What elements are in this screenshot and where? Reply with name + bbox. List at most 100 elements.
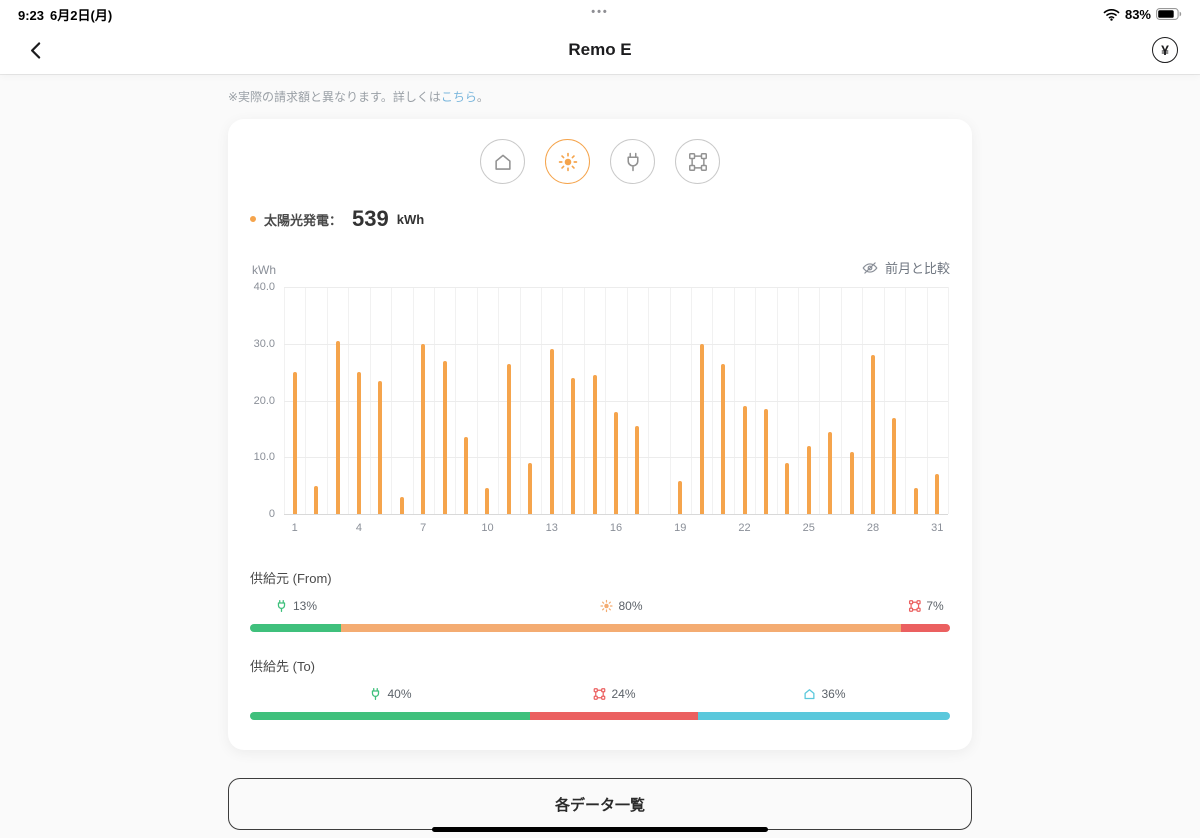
chart-bar-day-12 <box>528 462 533 514</box>
eye-off-icon <box>861 259 879 277</box>
chart-bar-day-17 <box>635 426 640 514</box>
mode-selector <box>250 139 950 184</box>
bar-chart: 40.0 30.0 20.0 10.0 0 1 4 7 10 13 16 19 22 25 28 31 <box>254 281 949 544</box>
chart-bar-day-23 <box>763 409 768 514</box>
supply-label-grid: 24% <box>592 687 636 701</box>
chart-unit-label: kWh <box>252 263 276 277</box>
compare-label: 前月と比較 <box>884 261 950 276</box>
chart-bar-day-1 <box>292 372 297 514</box>
chart-bar-day-21 <box>721 363 726 514</box>
cost-toggle-button[interactable]: ¥ <box>1152 37 1178 63</box>
compare-previous-month-toggle[interactable]: 前月と比較 <box>861 258 950 277</box>
supply-label-grid: 7% <box>907 599 944 613</box>
chart-bar-day-15 <box>592 374 597 514</box>
mode-grid-button[interactable] <box>675 139 720 184</box>
header: 9:23 6月2日(月) ••• 83% Remo E ¥ <box>0 0 1200 74</box>
mode-plug-button[interactable] <box>610 139 655 184</box>
x-tick-label: 1 <box>291 522 298 534</box>
chart-bar-day-27 <box>849 451 854 514</box>
y-tick-label: 40.0 <box>253 281 275 293</box>
chart-bar-day-11 <box>506 363 511 514</box>
chart-bar-day-24 <box>785 462 790 514</box>
chart-bar-day-31 <box>935 474 940 514</box>
plot-area: 40.0 30.0 20.0 10.0 0 1 4 7 10 13 16 19 22 25 28 31 <box>254 281 949 534</box>
chart-bar-day-22 <box>742 406 747 514</box>
supply-segment-plug <box>250 712 530 720</box>
home-indicator[interactable] <box>432 827 768 832</box>
chart-bar-day-2 <box>314 485 319 514</box>
chart-bar-day-25 <box>806 445 811 514</box>
x-tick-label: 4 <box>355 522 363 534</box>
battery-percent: 83% <box>1124 6 1151 22</box>
y-tick-label: 20.0 <box>253 394 275 407</box>
x-tick-label: 25 <box>802 522 815 534</box>
supply-segment-home <box>698 712 950 720</box>
supply-segment-plug <box>250 624 341 632</box>
supply-percent: 7% <box>926 599 944 613</box>
summary-unit: kWh <box>396 211 425 227</box>
chevron-left-icon <box>26 40 47 61</box>
chart-bar-day-20 <box>699 343 704 514</box>
supply-label-home: 36% <box>802 687 846 701</box>
chart-bar-day-9 <box>464 437 469 514</box>
chart-bar-day-3 <box>335 340 340 514</box>
chart-bar-day-10 <box>485 488 490 514</box>
billing-note: ※実際の請求額と異なります。詳しくはこちら。 <box>228 88 972 105</box>
chart-bar-day-8 <box>442 360 447 514</box>
mode-solar-button[interactable] <box>545 139 590 184</box>
x-tick-label: 22 <box>738 522 751 534</box>
note-link[interactable]: こちら <box>440 90 477 104</box>
x-tick-label: 28 <box>866 522 880 534</box>
chart-bar-day-14 <box>571 377 576 514</box>
x-tick-label: 10 <box>481 522 494 534</box>
data-list-button[interactable]: 各データ一覧 <box>228 778 972 830</box>
chart-bar-day-29 <box>892 417 897 514</box>
page-title: Remo E <box>568 40 632 59</box>
nav-bar: Remo E ¥ <box>0 26 1200 74</box>
status-date: 6月2日(月) <box>50 7 113 23</box>
chart-bar-day-26 <box>828 431 833 514</box>
supply-from-title: 供給元 (From) <box>250 571 332 586</box>
supply-from-bar <box>250 624 950 632</box>
sun-icon <box>599 599 613 613</box>
supply-segment-grid <box>530 712 698 720</box>
y-tick-label: 30.0 <box>253 337 275 350</box>
plug-icon <box>622 151 644 173</box>
x-tick-label: 7 <box>420 522 427 534</box>
supply-percent: 40% <box>387 687 412 701</box>
home-icon <box>802 687 816 701</box>
supply-from-labels: 13% 80% 7% <box>250 599 950 617</box>
energy-card: 太陽光発電： 539 kWh kWh 前月と比較 40.0 30.0 20.0 10.… <box>228 119 972 750</box>
supply-segment-sun <box>341 624 901 632</box>
chart-bar-day-28 <box>871 355 876 514</box>
multitask-indicator: ••• <box>591 6 609 18</box>
grid-icon <box>687 151 709 173</box>
chart-bar-day-16 <box>614 411 618 514</box>
solar-bullet-icon <box>250 216 256 222</box>
back-button[interactable] <box>22 36 51 65</box>
sun-icon <box>557 151 579 173</box>
supply-percent: 24% <box>611 687 636 701</box>
note-suffix: 。 <box>476 90 489 104</box>
status-time: 9:23 <box>18 7 45 23</box>
mode-home-button[interactable] <box>480 139 525 184</box>
supply-to-bar <box>250 712 950 720</box>
summary-value: 539 <box>352 206 389 231</box>
supply-label-plug: 13% <box>274 599 317 613</box>
status-right: 83% <box>1103 7 1182 22</box>
x-tick-label: 31 <box>931 522 944 534</box>
x-tick-label: 19 <box>674 522 687 534</box>
chart-bar-day-4 <box>356 372 361 514</box>
grid-icon <box>592 687 606 701</box>
x-tick-label: 16 <box>609 522 623 534</box>
status-left: 9:23 6月2日(月) <box>18 5 118 24</box>
yen-icon: ¥ <box>1161 42 1169 58</box>
main-content: ※実際の請求額と異なります。詳しくはこちら。 <box>228 74 972 830</box>
plug-icon <box>274 599 288 613</box>
wifi-icon <box>1103 8 1120 21</box>
chart-bar-day-19 <box>678 481 683 514</box>
chart-header: kWh 前月と比較 <box>250 258 950 277</box>
grid-icon <box>907 599 921 613</box>
supply-percent: 80% <box>618 599 643 613</box>
